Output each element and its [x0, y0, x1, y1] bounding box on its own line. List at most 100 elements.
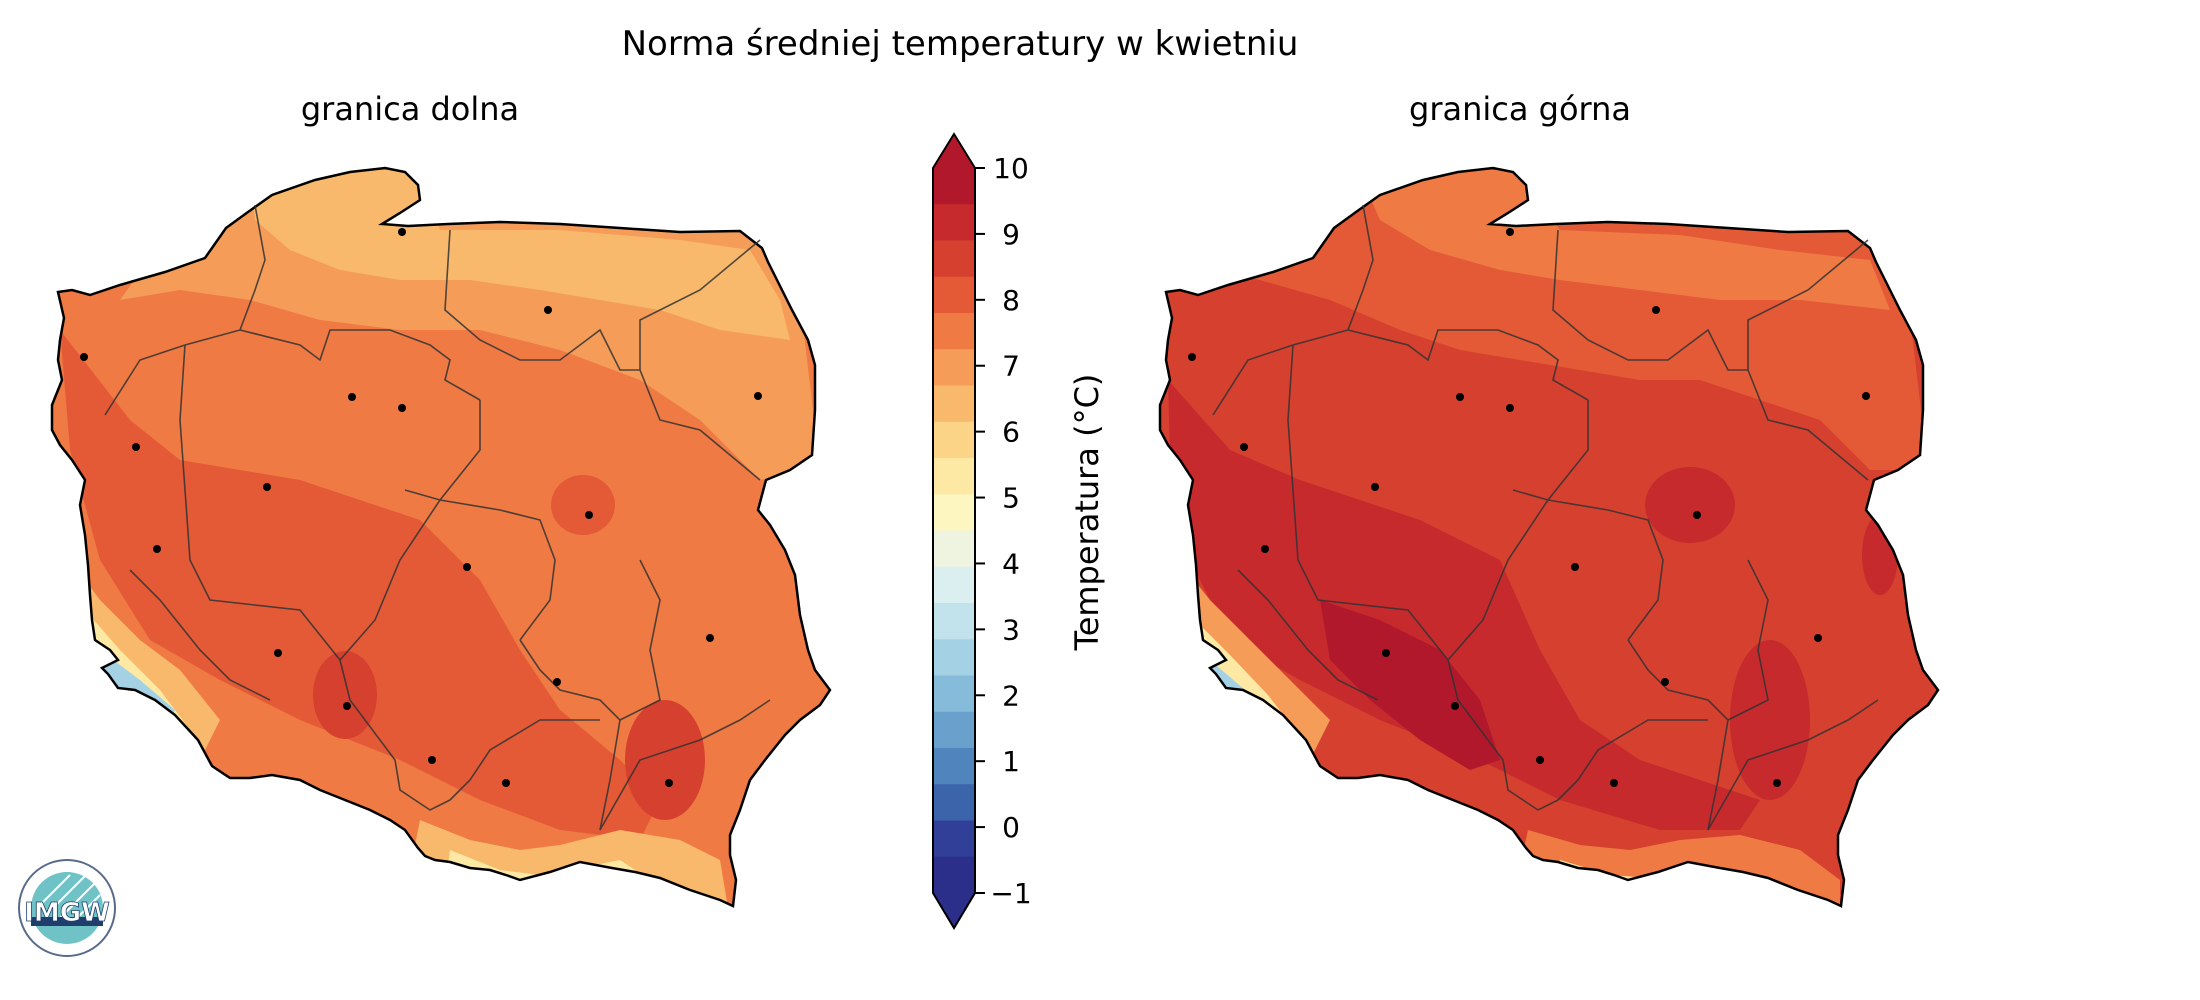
colorbar-tick-label: 2: [1002, 679, 1020, 712]
colorbar-segment: [933, 820, 975, 858]
colorbar-segment: [933, 711, 975, 749]
city-dot-krakow: [1610, 779, 1618, 787]
colorbar-segment: [933, 168, 975, 205]
right-map-title: granica górna: [1409, 90, 1631, 128]
right-sudetes-cool-1: [1178, 560, 1330, 760]
city-dot-opole: [1451, 702, 1459, 710]
city-dot-warszawa: [1693, 511, 1701, 519]
right-warsaw-hot-spot: [1645, 467, 1735, 543]
city-dot-zielona-gora: [153, 545, 161, 553]
city-dot-krakow: [502, 779, 510, 787]
city-dot-kielce: [553, 678, 561, 686]
right-southwest-hot-zone: [1168, 380, 1760, 830]
city-dot-lublin: [706, 634, 714, 642]
city-dot-szczecin: [1188, 353, 1196, 361]
left-southwest-warm-zone: [60, 330, 660, 840]
city-dot-gorzow: [132, 443, 140, 451]
right-coastal-zone: [1358, 170, 1890, 310]
colorbar-tick-label: 0: [1002, 811, 1020, 844]
colorbar-segment: [933, 421, 975, 459]
colorbar-segment: [933, 349, 975, 387]
colorbar-tick-label: 5: [1002, 482, 1020, 515]
city-dot-torun: [398, 404, 406, 412]
city-dot-szczecin: [80, 353, 88, 361]
colorbar-segment: [933, 856, 975, 894]
right-north-zone: [1160, 168, 1928, 470]
city-dot-bydgoszcz: [348, 393, 356, 401]
colorbar-segment: [933, 748, 975, 785]
right-southeast-hot-spot: [1730, 640, 1810, 800]
left-map: [50, 166, 832, 908]
colorbar-segment: [933, 784, 975, 822]
left-coastal-zone: [250, 170, 790, 340]
colorbar-segment: [933, 240, 975, 278]
left-warsaw-warm-spot: [551, 475, 615, 535]
city-dot-poznan: [263, 483, 271, 491]
left-wroclaw-warm-spot: [313, 651, 377, 739]
colorbar-tick-label: 3: [1002, 613, 1020, 646]
city-dot-torun: [1506, 404, 1514, 412]
city-dot-wroclaw: [1382, 649, 1390, 657]
city-dot-opole: [343, 702, 351, 710]
city-dot-gdansk: [1506, 228, 1514, 236]
city-dot-rzeszow: [1773, 779, 1781, 787]
logo-stripes: [39, 874, 101, 926]
right-northeast-spot: [1680, 310, 1760, 360]
colorbar-segment: [933, 276, 975, 314]
left-voivodeship-borders: [104, 204, 771, 831]
city-dot-lublin: [1814, 634, 1822, 642]
colorbar-label: Temperatura (°C): [1068, 374, 1106, 652]
right-city-markers: [1188, 228, 1870, 787]
colorbar-top-arrow: [933, 134, 975, 168]
colorbar-segment: [933, 603, 975, 640]
chart-title: Norma średniej temperatury w kwietniu: [621, 24, 1299, 64]
colorbar-tick-label: 9: [1002, 218, 1020, 251]
colorbar-tick-label: 7: [1002, 350, 1020, 383]
left-southeast-warm-spot: [625, 700, 705, 820]
city-dot-gorzow: [1240, 443, 1248, 451]
city-dot-olsztyn: [1652, 306, 1660, 314]
logo-band: [31, 917, 103, 926]
colorbar-segments: [933, 168, 975, 894]
right-tatra-cold-core: [1590, 875, 1638, 906]
colorbar-tick-label: 4: [1002, 547, 1020, 580]
city-dot-bydgoszcz: [1456, 393, 1464, 401]
city-dot-gdansk: [398, 228, 406, 236]
colorbar-bottom-arrow: [933, 893, 975, 928]
city-dot-zielona-gora: [1261, 545, 1269, 553]
colorbar-segment: [933, 204, 975, 242]
left-map-title: granica dolna: [300, 90, 520, 128]
city-dot-kielce: [1661, 678, 1669, 686]
city-dot-lodz: [1571, 563, 1579, 571]
colorbar-segment: [933, 639, 975, 677]
left-city-markers: [80, 228, 762, 787]
colorbar-segment: [933, 313, 975, 350]
colorbar-segment: [933, 530, 975, 568]
colorbar-tick-label: 8: [1002, 284, 1020, 317]
city-dot-lodz: [463, 563, 471, 571]
imgw-logo: IMGW: [18, 859, 116, 957]
city-dot-katowice: [428, 756, 436, 764]
city-dot-warszawa: [585, 511, 593, 519]
city-dot-rzeszow: [665, 779, 673, 787]
colorbar-tick-label: 10: [993, 152, 1029, 185]
colorbar-tick-label: 6: [1002, 416, 1020, 449]
colorbar-segment: [933, 494, 975, 532]
city-dot-wroclaw: [274, 649, 282, 657]
colorbar-tick-label: 1: [1002, 745, 1020, 778]
right-odra-hot-core: [1320, 600, 1500, 770]
colorbar-segment: [933, 566, 975, 604]
city-dot-katowice: [1536, 756, 1544, 764]
colorbar-segment: [933, 458, 975, 495]
colorbar-segment: [933, 675, 975, 713]
right-map: [1158, 166, 1940, 908]
city-dot-poznan: [1371, 483, 1379, 491]
colorbar-segment: [933, 385, 975, 423]
right-voivodeship-borders: [1212, 204, 1879, 831]
left-sudetes-cool-1: [70, 560, 220, 760]
city-dot-olsztyn: [544, 306, 552, 314]
city-dot-bialystok: [1862, 392, 1870, 400]
